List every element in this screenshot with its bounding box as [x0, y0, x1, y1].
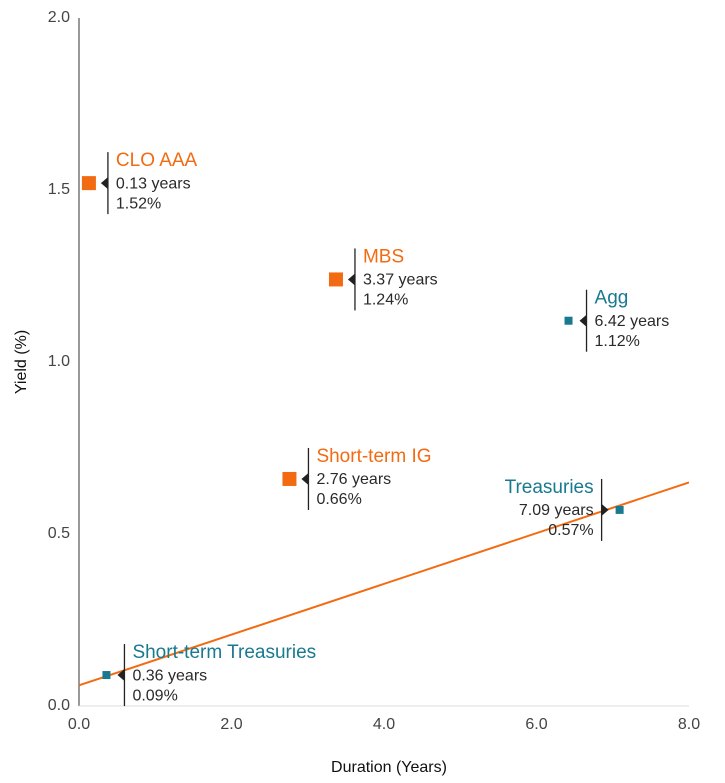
marker: [615, 505, 624, 514]
point-name: Short-term Treasuries: [132, 642, 316, 663]
x-value-label: 0.36 years: [132, 667, 207, 684]
x-value-label: 3.37 years: [363, 272, 438, 289]
x-tick-label: 8.0: [678, 716, 700, 733]
y-value-label: 1.52%: [116, 195, 161, 212]
label-pointer: [347, 273, 355, 286]
y-axis-title: Yield (%): [13, 330, 30, 394]
trendline: [78, 481, 690, 687]
marker: [282, 471, 297, 486]
x-value-label: 0.13 years: [116, 175, 191, 192]
x-tick-label: 4.0: [373, 716, 395, 733]
y-value-label: 0.66%: [316, 491, 361, 508]
point-name: Short-term IG: [316, 446, 431, 467]
y-tick-label: 2.0: [48, 9, 70, 26]
x-value-label: 6.42 years: [595, 313, 670, 330]
y-value-label: 1.12%: [595, 333, 640, 350]
y-tick-label: 0.5: [48, 525, 70, 542]
y-tick-label: 1.5: [48, 181, 70, 198]
y-value-label: 0.09%: [132, 687, 177, 704]
label-pointer: [100, 177, 108, 190]
y-value-label: 1.24%: [363, 292, 408, 309]
point-name: CLO AAA: [116, 150, 198, 171]
x-value-label: 2.76 years: [316, 471, 391, 488]
marker: [564, 316, 573, 325]
y-tick-label: 1.0: [48, 353, 70, 370]
x-value-label: 7.09 years: [519, 502, 594, 519]
x-axis-title: Duration (Years): [331, 759, 447, 776]
marker: [102, 671, 111, 680]
point-name: Agg: [595, 288, 629, 309]
x-tick-label: 6.0: [525, 716, 547, 733]
y-tick-label: 0.0: [48, 697, 70, 714]
point-name: Treasuries: [505, 477, 594, 498]
marker: [81, 176, 96, 191]
x-tick-label: 2.0: [220, 716, 242, 733]
y-value-label: 0.57%: [548, 522, 593, 539]
point-name: MBS: [363, 246, 404, 267]
label-pointer: [301, 472, 309, 485]
label-pointer: [117, 669, 125, 682]
x-tick-label: 0.0: [68, 716, 90, 733]
label-pointer: [601, 503, 609, 516]
marker: [328, 272, 343, 287]
label-pointer: [579, 314, 587, 327]
